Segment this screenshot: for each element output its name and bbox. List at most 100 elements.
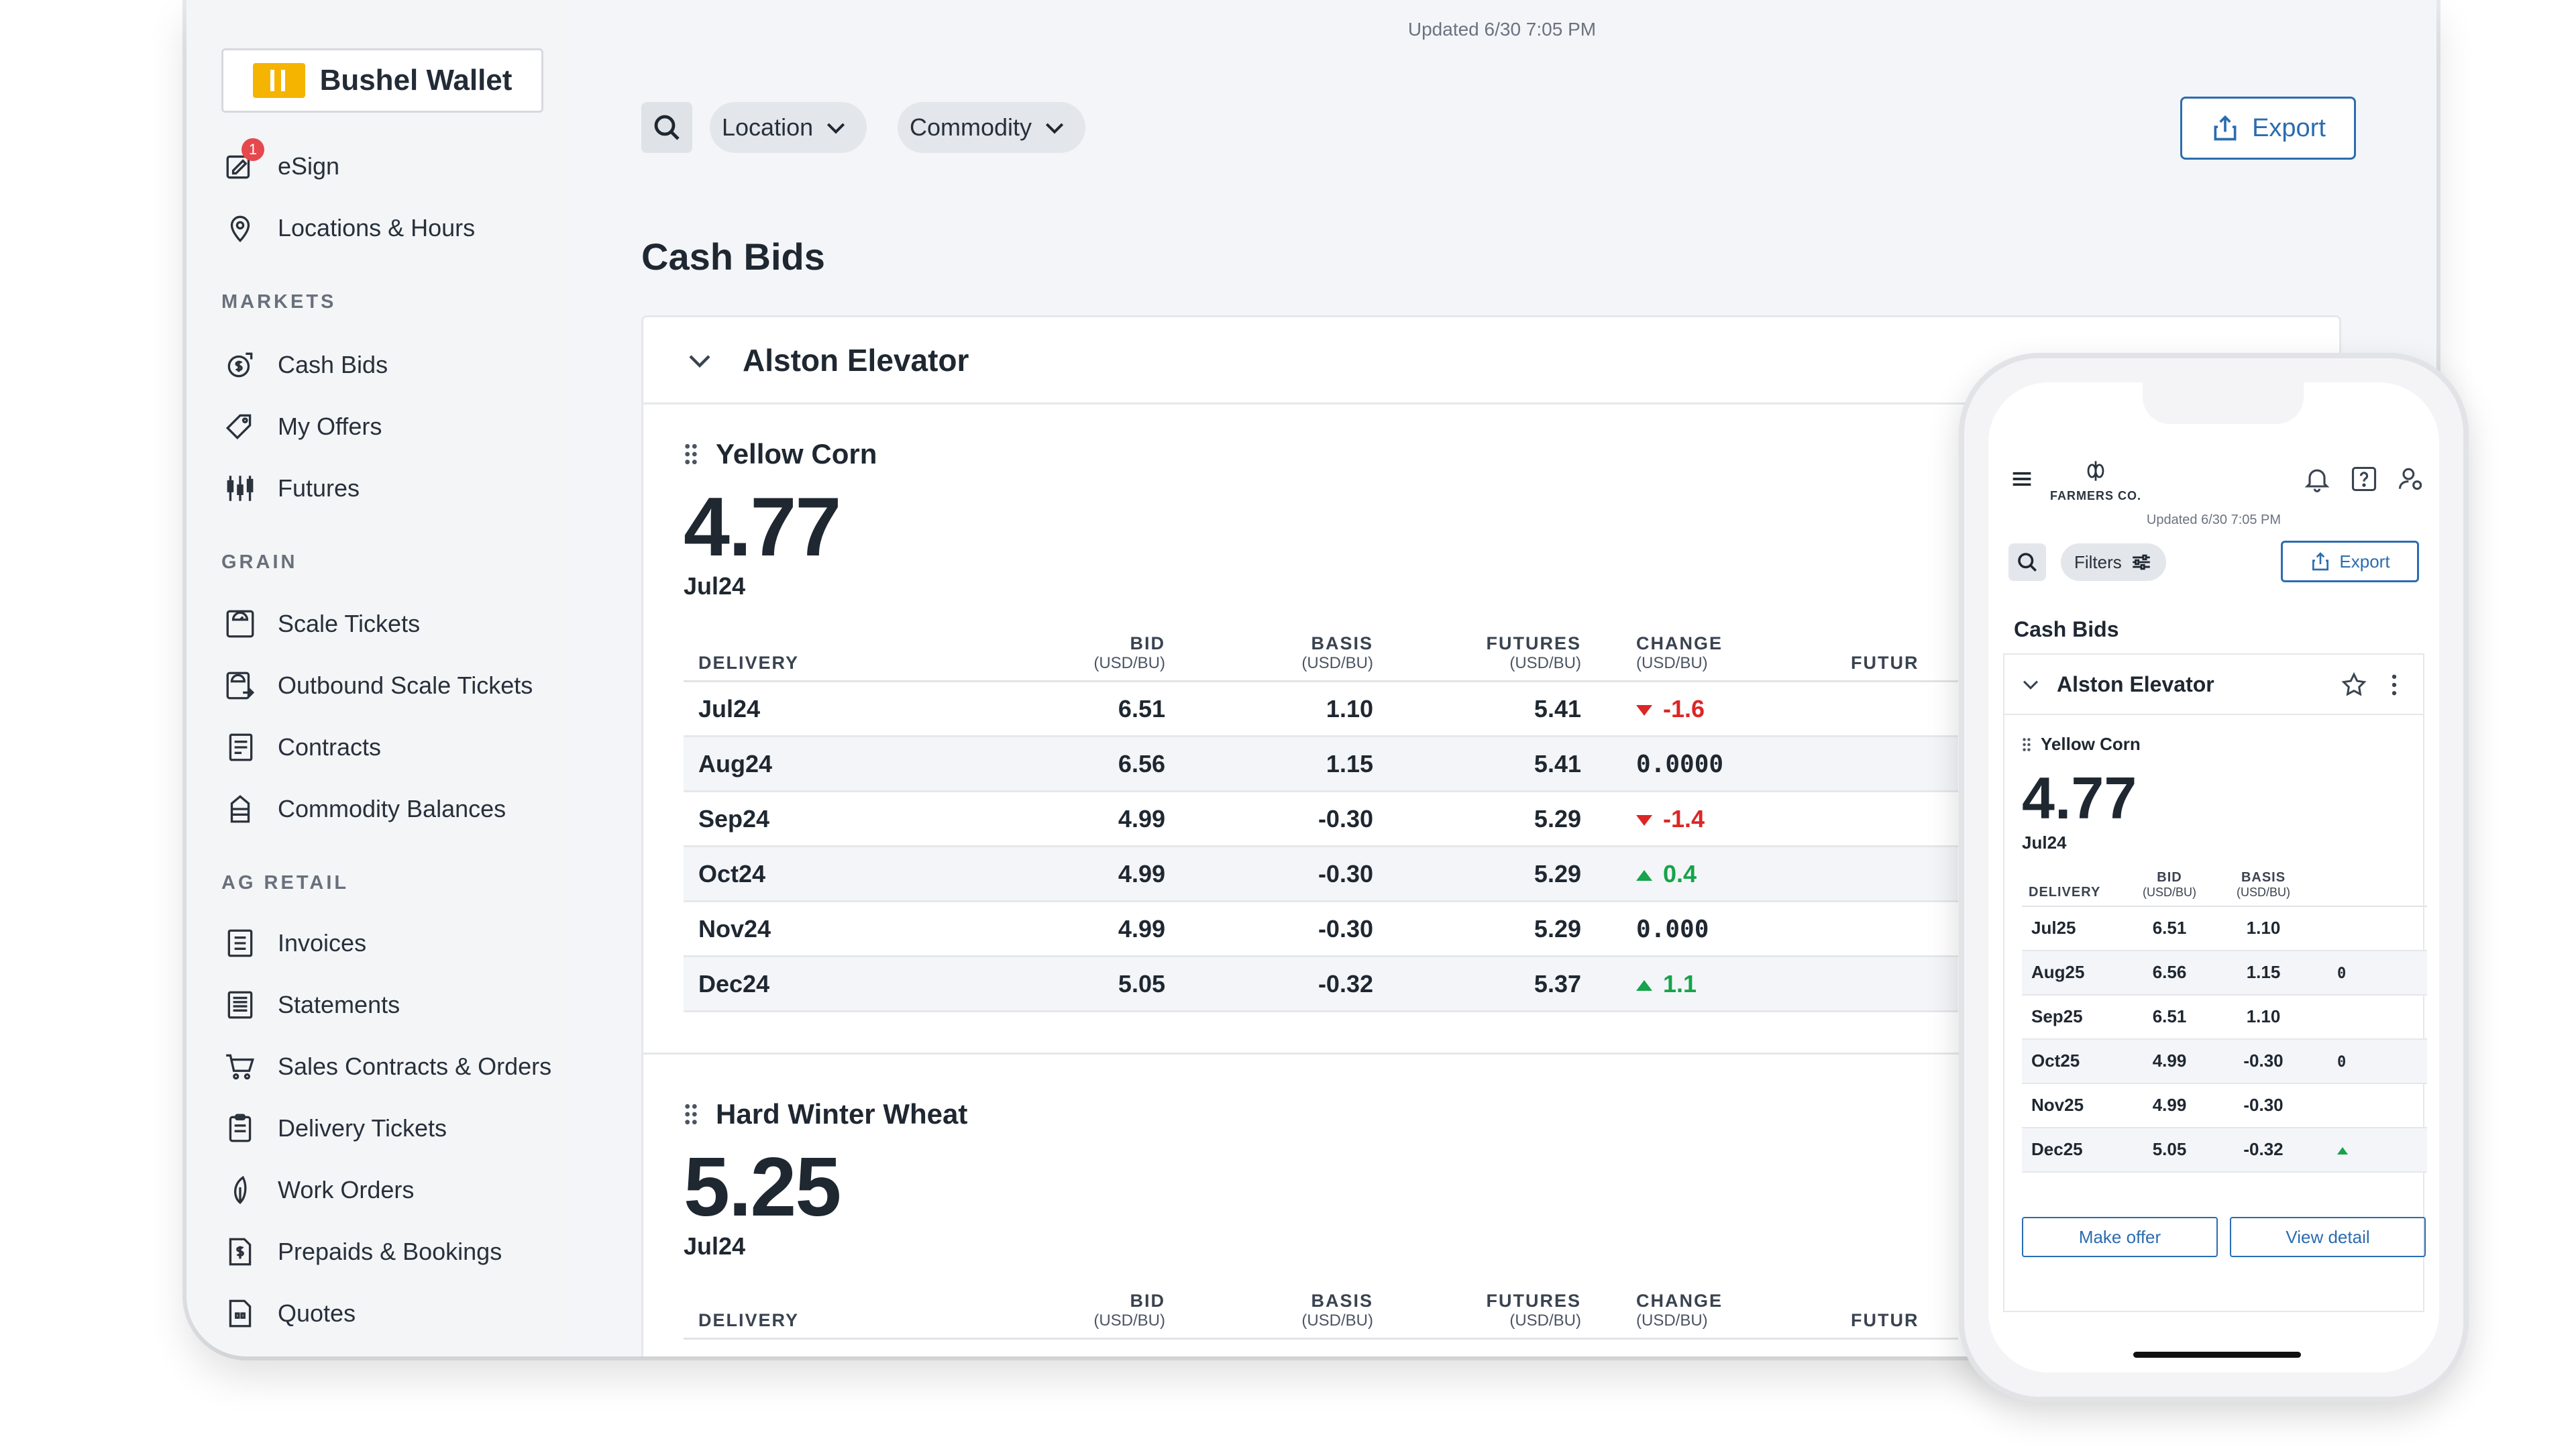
shopping-cart-icon: [221, 1048, 259, 1085]
sidebar-item-work-orders[interactable]: Work Orders: [221, 1170, 414, 1210]
sidebar-item-contracts[interactable]: Contracts: [221, 727, 381, 767]
sidebar-item-sales-contracts[interactable]: Sales Contracts & Orders: [221, 1046, 551, 1087]
bell-icon[interactable]: [2302, 464, 2332, 494]
cell-futures: 5.41: [1388, 736, 1596, 793]
cell-delivery: Aug24: [684, 736, 965, 793]
column-header-change: CHANGE (USD/BU): [1596, 633, 1777, 683]
sidebar-item-commodity-balances[interactable]: Commodity Balances: [221, 789, 506, 829]
table-row[interactable]: Nov25 4.99 -0.30: [2022, 1083, 2427, 1128]
change-value: 1.1: [1663, 969, 1697, 998]
phone-bids-table: DELIVERY BID (USD/BU) BASIS (USD/BU) Jul25…: [2022, 869, 2427, 1173]
chevron-down-icon[interactable]: [684, 344, 716, 376]
table-row[interactable]: Oct25 4.99 -0.30 0: [2022, 1038, 2427, 1084]
commodity-filter[interactable]: Commodity: [898, 102, 1086, 153]
table-row[interactable]: Jul25 6.51 1.10: [2022, 906, 2427, 951]
cell-delivery: Oct24: [684, 846, 965, 903]
phone-filters-button[interactable]: Filters: [2061, 543, 2166, 581]
chevron-down-icon: [1045, 123, 1064, 134]
table-row[interactable]: Dec25 5.05 -0.32: [2022, 1127, 2427, 1173]
more-vertical-icon[interactable]: [2380, 671, 2408, 699]
cell-delivery: Dec25: [2022, 1127, 2123, 1173]
cell-bid: 4.99: [965, 846, 1180, 903]
sidebar-item-label: Cash Bids: [278, 351, 388, 378]
sidebar: Bushel Wallet 1 eSign Locations & Hours …: [186, 0, 568, 1356]
sidebar-item-invoices[interactable]: Invoices: [221, 923, 366, 963]
column-header-basis: BASIS (USD/BU): [1180, 633, 1388, 683]
table-row[interactable]: Aug25 6.56 1.15 0: [2022, 950, 2427, 996]
cell-bid: 4.99: [2123, 1083, 2216, 1128]
cell-bid: 4.99: [2123, 1038, 2216, 1084]
leaf-icon: [221, 1171, 259, 1209]
user-settings-icon[interactable]: [2396, 464, 2426, 494]
cell-bid: 4.99: [965, 791, 1180, 848]
table-row[interactable]: Sep24 4.99 -0.30 5.29 -1.4: [684, 791, 1958, 848]
table-row[interactable]: Oct24 4.99 -0.30 5.29 0.4: [684, 846, 1958, 903]
star-icon[interactable]: [2340, 671, 2368, 699]
drag-handle-icon[interactable]: [684, 443, 698, 466]
cell-basis: 1.15: [1180, 736, 1388, 793]
drag-handle-icon[interactable]: [2022, 737, 2031, 752]
brand-logo[interactable]: Bushel Wallet: [221, 48, 543, 113]
sidebar-item-scale-tickets[interactable]: Scale Tickets: [221, 604, 420, 644]
commodity-price: 4.77: [684, 481, 841, 574]
cell-change: 0.4: [1596, 846, 1777, 903]
table-row[interactable]: Aug24 6.56 1.15 5.41 0.0000: [684, 736, 1958, 793]
change-value: 0.4: [1663, 859, 1697, 888]
chevron-down-icon[interactable]: [2019, 673, 2042, 696]
phone-export-button[interactable]: Export: [2281, 541, 2419, 582]
search-button[interactable]: [641, 102, 692, 153]
location-card-header[interactable]: Alston Elevator: [643, 317, 2339, 405]
table-row[interactable]: Nov24 4.99 -0.30 5.29 0.000: [684, 901, 1958, 958]
arrow-down-icon: [1636, 705, 1652, 716]
sidebar-item-delivery-tickets[interactable]: Delivery Tickets: [221, 1108, 447, 1148]
drag-handle-icon[interactable]: [684, 1103, 698, 1126]
cell-basis: 1.10: [1180, 681, 1388, 738]
cell-futures-cut: [1777, 846, 1958, 903]
commodity-month: Jul24: [684, 572, 746, 600]
phone-location-header[interactable]: Alston Elevator: [2004, 655, 2423, 715]
esign-badge: 1: [241, 138, 264, 161]
table-row[interactable]: Jul24 6.51 1.10 5.41 -1.6: [684, 681, 1958, 738]
sidebar-item-cash-bids[interactable]: Cash Bids: [221, 345, 388, 385]
cell-futures: 5.29: [1388, 791, 1596, 848]
sidebar-item-label: eSign: [278, 152, 340, 180]
location-filter[interactable]: Location: [710, 102, 867, 153]
sidebar-item-outbound-scale-tickets[interactable]: Outbound Scale Tickets: [221, 665, 533, 706]
logo-text: FARMERS CO.: [2050, 489, 2142, 502]
change-value: 0: [2337, 965, 2347, 983]
location-name: Alston Elevator: [743, 342, 969, 378]
change-value: 0.0000: [1636, 750, 1724, 778]
cell-bid: 6.56: [2123, 950, 2216, 996]
bushel-logo-icon: [252, 63, 305, 98]
sidebar-item-statements[interactable]: Statements: [221, 985, 400, 1025]
column-header-delivery: DELIVERY: [684, 633, 965, 683]
table-row[interactable]: Sep25 6.51 1.10: [2022, 994, 2427, 1040]
candlestick-icon: [221, 470, 259, 507]
cell-bid: 5.05: [965, 956, 1180, 1013]
cell-basis: 1.10: [2216, 994, 2310, 1040]
cell-futures-cut: [1777, 681, 1958, 738]
table-row[interactable]: Dec24 5.05 -0.32 5.37 1.1: [684, 956, 1958, 1013]
cell-basis: -0.30: [1180, 901, 1388, 958]
outbound-scale-icon: [221, 667, 259, 704]
sidebar-item-my-offers[interactable]: My Offers: [221, 407, 382, 447]
column-header-futures: FUTURES (USD/BU): [1388, 1290, 1596, 1340]
clipboard-icon: [221, 1110, 259, 1147]
cell-bid: 6.51: [965, 681, 1180, 738]
sidebar-item-locations[interactable]: Locations & Hours: [221, 208, 475, 248]
cell-delivery: Sep24: [684, 791, 965, 848]
help-icon[interactable]: [2349, 464, 2379, 494]
view-detail-button[interactable]: View detail: [2230, 1217, 2426, 1257]
phone-search-button[interactable]: [2008, 543, 2046, 581]
sidebar-item-futures[interactable]: Futures: [221, 468, 360, 508]
sidebar-item-esign[interactable]: 1 eSign: [221, 138, 340, 186]
sidebar-item-label: My Offers: [278, 413, 382, 440]
sidebar-item-quotes[interactable]: Quotes: [221, 1293, 356, 1334]
export-button[interactable]: Export: [2180, 97, 2356, 160]
sliders-icon: [2133, 554, 2150, 570]
sidebar-item-prepaids[interactable]: Prepaids & Bookings: [221, 1232, 502, 1272]
make-offer-button[interactable]: Make offer: [2022, 1217, 2218, 1257]
change-value: 0.000: [1636, 915, 1709, 943]
hamburger-menu-icon[interactable]: [2008, 466, 2035, 492]
cell-futures-cut: [1777, 736, 1958, 793]
